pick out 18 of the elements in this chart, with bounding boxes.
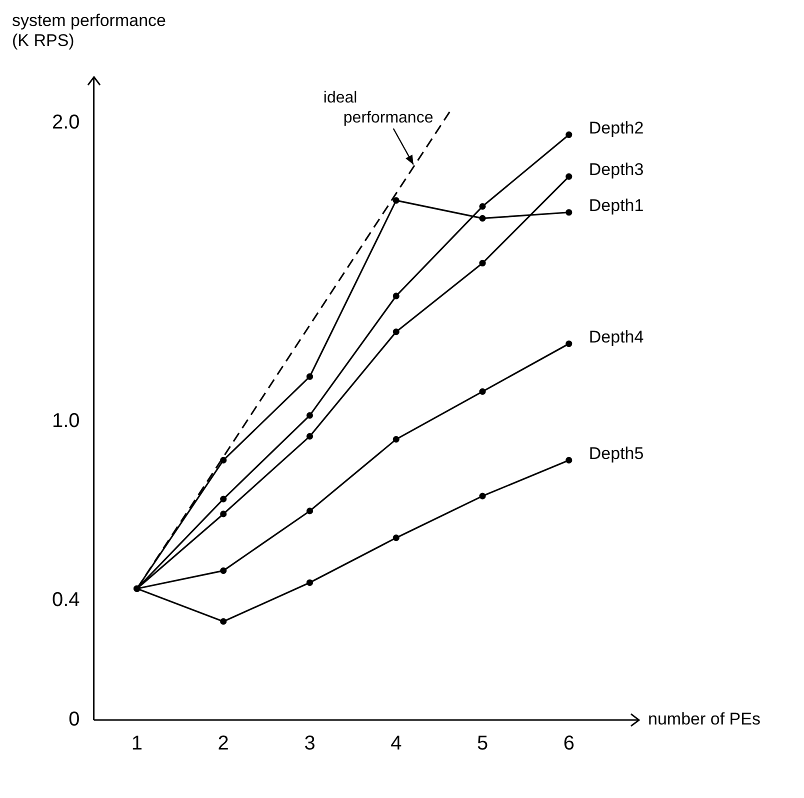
series-label: Depth5	[588, 444, 644, 463]
series-label: Depth4	[588, 327, 644, 346]
series-label: Depth1	[588, 196, 644, 216]
x-tick-label: 4	[390, 732, 402, 755]
y-tick-label: 0	[68, 708, 80, 731]
x-tick-label: 3	[304, 732, 316, 755]
x-tick-label: 2	[218, 732, 229, 755]
y-tick-label: 1.0	[52, 410, 80, 432]
series-label: Depth2	[588, 118, 644, 138]
x-axis-title: number of PEs	[648, 710, 760, 729]
x-tick-label: 1	[131, 732, 143, 755]
y-tick-label: 2.0	[52, 111, 80, 134]
annotation: ideal performance	[323, 90, 434, 127]
y-axis-title: system performance (K RPS)	[12, 11, 166, 50]
y-tick-label: 0.4	[52, 589, 80, 612]
x-tick-label: 5	[476, 732, 488, 755]
x-tick-label: 6	[563, 732, 574, 755]
series-label: Depth3	[588, 160, 644, 180]
